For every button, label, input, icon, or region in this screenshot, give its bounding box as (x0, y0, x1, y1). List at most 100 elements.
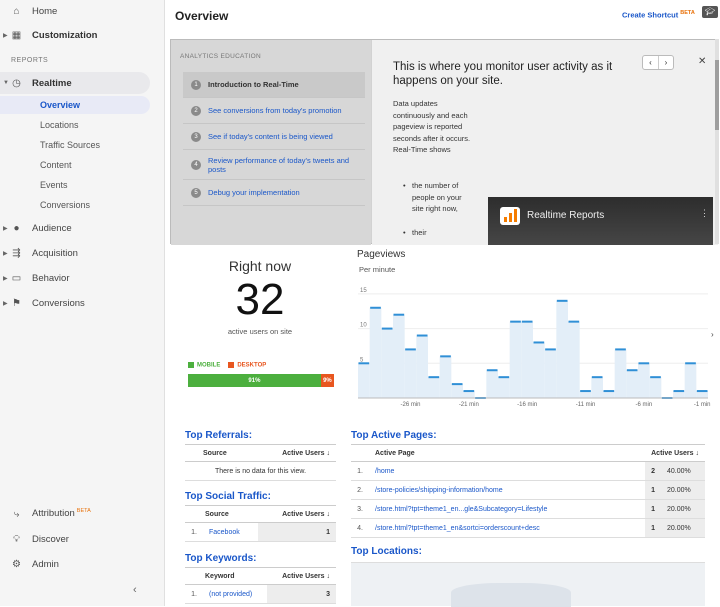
top-pages-title: Top Active Pages: (351, 430, 437, 441)
nav-realtime-events[interactable]: Events (40, 180, 68, 190)
col-active-users[interactable]: Active Users ↓ (258, 505, 336, 523)
device-split-bar: 91% 9% (188, 374, 334, 387)
chart-bar (544, 349, 557, 398)
chevron-right-icon[interactable]: › (658, 56, 673, 69)
nav-conversions[interactable]: ▶ ⚑ Conversions (3, 297, 85, 309)
legend-desktop: DESKTOP (228, 362, 266, 369)
nav-realtime-traffic-sources[interactable]: Traffic Sources (40, 140, 101, 150)
collapse-sidebar-icon[interactable]: ‹ (133, 584, 137, 596)
education-step[interactable]: 1 Introduction to Real-Time (183, 72, 365, 98)
chart-bar (404, 349, 417, 398)
dashboard-icon: ▦ (11, 29, 22, 41)
nav-realtime-overview[interactable]: Overview (0, 96, 150, 114)
chart-bar-cap (428, 376, 440, 379)
col-source[interactable]: Source (185, 444, 252, 462)
pageviews-chart: 5 10 15 -26 min -21 min -16 min -11 min -6 min -… (358, 288, 711, 408)
x-tick-label: -21 min (459, 402, 479, 408)
education-cap-icon[interactable]: 🎓︎ (702, 6, 718, 18)
top-pages-table: Active Page Active Users ↓ 1./home 2 40.00%… (351, 444, 705, 538)
chart-bar (439, 356, 452, 398)
acquisition-icon: ⇶ (12, 247, 21, 259)
nav-realtime[interactable]: ▼ ◷ Realtime (0, 72, 150, 94)
chart-bar (556, 300, 568, 398)
table-row: 3./store.html?tpt=theme1_en...gle&Subcat… (351, 499, 705, 519)
col-active-users[interactable]: Active Users ↓ (251, 444, 336, 462)
source-link[interactable]: Facebook (203, 522, 259, 542)
chart-bar-cap (521, 320, 533, 323)
chart-bar-cap (626, 369, 638, 372)
chart-bar (533, 342, 545, 398)
scrollbar-thumb[interactable] (715, 60, 719, 130)
x-tick-label: -26 min (400, 402, 420, 408)
nav-realtime-content[interactable]: Content (40, 160, 72, 170)
video-player[interactable]: Realtime Reports ⋮ (488, 197, 713, 245)
col-source[interactable]: Source (185, 505, 259, 523)
col-active-users[interactable]: Active Users ↓ (645, 444, 705, 462)
top-social-table: Source Active Users ↓ 1. Facebook 1 (185, 505, 336, 542)
page-link[interactable]: /home (369, 461, 646, 481)
top-keywords-title: Top Keywords: (185, 553, 257, 564)
close-icon[interactable]: ✕ (698, 56, 707, 67)
top-social-title: Top Social Traffic: (185, 491, 271, 502)
x-tick-label: -1 min (694, 402, 711, 408)
nav-audience[interactable]: ▶ ● Audience (3, 222, 72, 234)
top-referrals-title: Top Referrals: (185, 430, 253, 441)
chart-bar (369, 307, 382, 398)
page-link[interactable]: /store-policies/shipping-information/hom… (369, 480, 646, 500)
chart-bar-cap (545, 348, 556, 351)
home-icon: ⌂ (13, 5, 20, 17)
education-step[interactable]: 5 Debug your implementation (183, 180, 365, 206)
active-users-count: 32 (235, 275, 285, 324)
y-tick-label: 15 (360, 288, 367, 294)
chart-bar (451, 384, 463, 398)
nav-customization[interactable]: ▶ ▦ Customization (3, 29, 98, 41)
chart-bar (416, 335, 428, 398)
nav-discover[interactable]: 💡︎ Discover (13, 533, 69, 545)
caret-right-icon: ▶ (3, 275, 8, 282)
col-active-users[interactable]: Active Users ↓ (266, 567, 336, 585)
nav-realtime-conversions[interactable]: Conversions (40, 200, 91, 210)
chevron-left-icon[interactable]: ‹ (649, 58, 652, 67)
chart-bar (521, 321, 533, 398)
more-vert-icon[interactable]: ⋮ (700, 208, 709, 218)
keyword-link[interactable]: (not provided) (203, 584, 267, 604)
desktop-share-bar: 9% (320, 374, 334, 387)
chart-bar-cap (498, 376, 510, 379)
nav-admin[interactable]: ⚙ Admin (12, 558, 59, 570)
clock-icon: ◷ (12, 77, 21, 89)
chart-bar (381, 328, 393, 398)
x-tick-label: -6 min (635, 402, 652, 408)
table-row: 1. Facebook 1 (185, 522, 336, 542)
chart-bar-cap (580, 390, 591, 393)
chart-ylabel: Per minute (359, 265, 396, 274)
nav-home[interactable]: ⌂ Home (0, 0, 150, 22)
chart-bar-cap (440, 355, 451, 358)
col-keyword[interactable]: Keyword (185, 567, 267, 585)
col-active-page[interactable]: Active Page (369, 444, 646, 462)
education-step[interactable]: 3 See if today's content is being viewed (183, 124, 365, 150)
chart-bar (568, 321, 580, 398)
nav-behavior[interactable]: ▶ ▭ Behavior (3, 272, 70, 284)
nav-realtime-locations[interactable]: Locations (40, 120, 79, 130)
right-now-widget: Right now 32 active users on site (176, 258, 344, 336)
page-link[interactable]: /store.html?tpt=theme1_en...gle&Subcateg… (369, 499, 646, 519)
nav-acquisition[interactable]: ▶ ⇶ Acquisition (3, 247, 78, 259)
sidebar: ⌂ Home ▶ ▦ Customization REPORTS ▼ ◷ Rea… (0, 0, 165, 606)
education-step[interactable]: 4 Review performance of today's tweets an… (183, 150, 365, 180)
education-step[interactable]: 2 See conversions from today's promotion (183, 98, 365, 124)
nav-attribution[interactable]: ⤷ Attribution BETA (0, 503, 150, 525)
chart-bar-cap (568, 320, 580, 323)
top-referrals-table: Source Active Users ↓ There is no data fo… (185, 444, 336, 481)
chart-bar-cap (416, 334, 428, 337)
scrollbar-track[interactable] (715, 39, 719, 244)
gear-icon: ⚙ (12, 558, 21, 570)
chart-bar-cap (381, 327, 393, 330)
page-link[interactable]: /store.html?tpt=theme1_en&sortci=ordersc… (369, 518, 646, 538)
education-content: This is where you monitor user activity … (372, 40, 718, 245)
legend-mobile: MOBILE (188, 362, 220, 369)
chevron-right-icon[interactable]: › (711, 330, 714, 339)
caret-right-icon: ▶ (3, 250, 8, 257)
create-shortcut-link[interactable]: Create Shortcut BETA (622, 10, 695, 20)
locations-map[interactable] (351, 562, 705, 607)
top-keywords-table: Keyword Active Users ↓ 1. (not provided) 3 (185, 567, 336, 604)
